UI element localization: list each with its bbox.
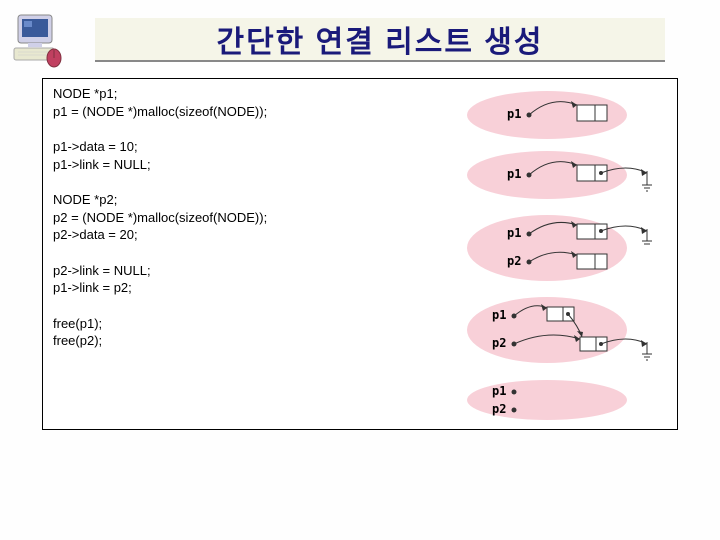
diagram-3: p1 p2 <box>452 209 662 292</box>
diagram-5: p1 p2 <box>452 375 662 430</box>
page-title: 간단한 연결 리스트 생성 <box>216 17 543 61</box>
ptr-label-p2: p2 <box>492 402 506 416</box>
diagram-1: p1 <box>452 85 662 150</box>
ptr-label-p1: p1 <box>507 226 521 240</box>
ptr-label-p1: p1 <box>492 308 506 322</box>
title-banner: 간단한 연결 리스트 생성 <box>95 18 665 62</box>
ptr-label-p1: p1 <box>507 167 521 181</box>
ptr-label-p2: p2 <box>492 336 506 350</box>
ptr-label-p2: p2 <box>507 254 521 268</box>
ptr-label-p1: p1 <box>507 107 521 121</box>
computer-icon <box>10 10 70 70</box>
code-box: NODE *p1; p1 = (NODE *)malloc(sizeof(NOD… <box>42 78 678 430</box>
ptr-label-p1: p1 <box>492 384 506 398</box>
diagram-2: p1 <box>452 145 662 210</box>
diagram-4: p1 p2 <box>452 291 662 374</box>
